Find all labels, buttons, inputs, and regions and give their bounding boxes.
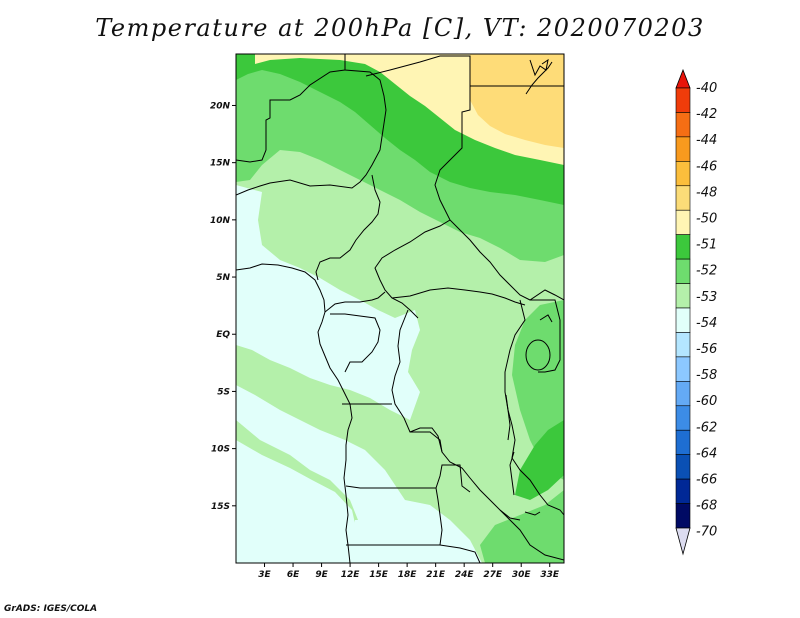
colorbar-swatch [675, 307, 691, 333]
longitude-axis: 3E 6E 9E 12E 15E 18E 21E 24E 27E 30E 33E [258, 563, 560, 580]
colorbar-swatch [675, 405, 691, 431]
lon-tick-label: 27E [483, 570, 503, 580]
colorbar-swatch [675, 332, 691, 358]
colorbar-label: -40 [696, 81, 717, 96]
colorbar-swatch [675, 209, 691, 235]
lon-tick-label: 18E [398, 570, 418, 580]
colorbar-swatch [675, 429, 691, 455]
lon-tick-label: 6E [287, 570, 300, 580]
colorbar-label: -46 [696, 159, 717, 174]
colorbar-swatch [675, 234, 691, 260]
colorbar-swatch [675, 258, 691, 284]
colorbar-swatch [675, 283, 691, 309]
colorbar-label: -62 [696, 420, 717, 435]
field-band-gt-minus50 [470, 54, 564, 148]
colorbar-swatch [675, 136, 691, 162]
latitude-axis: 20N 15N 10N 5N EQ 5S 10S 15S [210, 101, 236, 512]
colorbar-label: -52 [696, 264, 717, 279]
colorbar: -40 -42 -44 -46 -48 -50 -51 -52 -53 -54 -56 -58 -60 -… [675, 68, 717, 556]
colorbar-label: -53 [696, 290, 717, 305]
lat-tick-label: 20N [210, 101, 231, 111]
lat-tick-label: 5S [217, 387, 230, 397]
field-band-minus52-minus53-southeast [480, 490, 564, 563]
colorbar-label: -60 [696, 394, 717, 409]
field-band-minus54-minus56-south [236, 440, 356, 550]
colorbar-bottom-triangle [675, 527, 691, 556]
colorbar-label: -44 [696, 133, 717, 148]
lon-tick-label: 9E [315, 570, 328, 580]
colorbar-swatch [675, 185, 691, 211]
lat-tick-label: 15N [210, 159, 231, 169]
field-band-minus54-minus56-southeast [350, 520, 440, 563]
colorbar-swatch [675, 381, 691, 407]
colorbar-label: -58 [696, 368, 717, 383]
colorbar-swatch [675, 112, 691, 138]
lakes [505, 314, 553, 516]
lon-tick-label: 24E [455, 570, 475, 580]
colorbar-label: -42 [696, 107, 717, 122]
map-title: Temperature at 200hPa [C], VT: 202007020… [95, 14, 705, 42]
temperature-field [236, 54, 564, 563]
colorbar-label: -51 [696, 238, 717, 253]
lon-tick-label: 12E [341, 570, 361, 580]
colorbar-swatch [675, 454, 691, 480]
lon-tick-label: 30E [512, 570, 532, 580]
lon-tick-label: 3E [258, 570, 271, 580]
country-borders [236, 54, 564, 563]
colorbar-label: -54 [696, 316, 717, 331]
colorbar-swatch [675, 87, 691, 113]
colorbar-top-triangle [675, 68, 691, 89]
colorbar-label: -66 [696, 473, 717, 488]
colorbar-label: -48 [696, 185, 717, 200]
lat-tick-label: 10S [211, 445, 230, 455]
colorbar-label: -70 [696, 525, 717, 540]
colorbar-swatch [675, 356, 691, 382]
lon-tick-label: 33E [540, 570, 560, 580]
plot-frame [235, 53, 565, 564]
grads-credit: GrADS: IGES/COLA [4, 604, 98, 614]
lat-tick-label: 15S [211, 502, 230, 512]
colorbar-label: -56 [696, 342, 717, 357]
colorbar-label: -64 [696, 446, 717, 461]
field-band-minus54-minus56-west [236, 185, 420, 420]
lat-tick-label: 5N [216, 273, 230, 283]
colorbar-swatch [675, 478, 691, 504]
colorbar-swatch [675, 161, 691, 187]
lon-tick-label: 15E [369, 570, 389, 580]
lon-tick-label: 21E [426, 570, 446, 580]
colorbar-swatch [675, 503, 691, 529]
colorbar-label: -50 [696, 212, 717, 227]
colorbar-label: -68 [696, 499, 717, 514]
lat-tick-label: 10N [210, 216, 231, 226]
field-band-minus51-minus52-east [515, 420, 564, 500]
lat-tick-label: EQ [216, 330, 230, 340]
